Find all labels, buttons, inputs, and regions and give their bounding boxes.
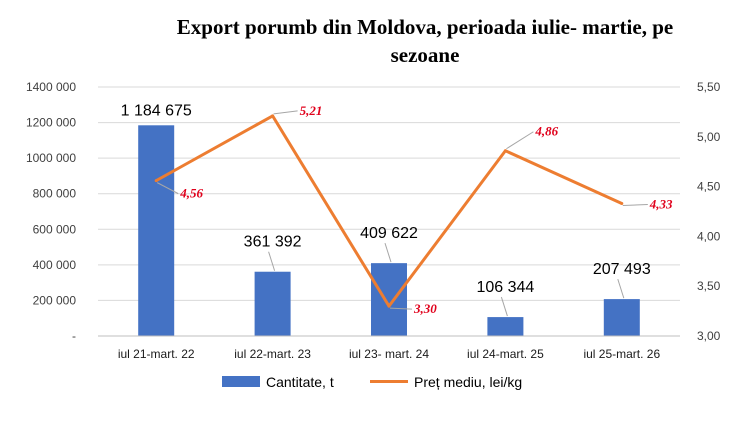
bar-data-label: 207 493	[593, 261, 651, 278]
chart-title-line-1: Export porumb din Moldova, perioada iuli…	[177, 15, 673, 39]
bar-data-label: 409 622	[360, 225, 418, 242]
x-tick-label: iul 25-mart. 26	[583, 347, 660, 361]
left-y-tick-label: 1000 000	[26, 151, 76, 165]
left-y-tick-label: 400 000	[33, 258, 77, 272]
line-label-leader	[156, 182, 179, 195]
left-y-tick-label: 1200 000	[26, 116, 76, 130]
line-data-label: 4,33	[649, 197, 673, 212]
left-y-tick-label: -	[72, 329, 76, 343]
right-y-tick-label: 3,00	[697, 329, 721, 343]
line-series	[154, 114, 624, 308]
right-y-tick-label: 3,50	[697, 279, 721, 293]
data-labels: 1 184 675 361 392 409 622 106 344 207 493 4,5…	[121, 102, 673, 317]
line-data-label: 4,86	[534, 124, 558, 139]
x-axis: iul 21-mart. 22 iul 22-mart. 23 iul 23- ma…	[98, 335, 680, 361]
left-y-tick-label: 800 000	[33, 187, 77, 201]
right-y-tick-label: 4,50	[697, 180, 721, 194]
bar	[138, 125, 175, 336]
right-y-tick-label: 4,00	[697, 229, 721, 243]
legend-label-line: Preț mediu, lei/kg	[414, 374, 522, 390]
right-y-tick-label: 5,00	[697, 130, 721, 144]
x-tick-label: iul 24-mart. 25	[467, 347, 544, 361]
x-tick-label: iul 22-mart. 23	[234, 347, 311, 361]
bar-data-label: 1 184 675	[121, 102, 192, 119]
x-tick-label: iul 23- mart. 24	[349, 347, 429, 361]
bar-data-label: 361 392	[244, 234, 302, 251]
line-data-label: 5,21	[300, 103, 323, 118]
price-point	[154, 179, 158, 183]
line-label-leader	[389, 307, 413, 310]
line-label-leader	[273, 110, 298, 115]
price-point	[387, 304, 391, 308]
bar-series	[138, 125, 640, 336]
line-data-label: 4,56	[179, 186, 203, 201]
left-y-tick-label: 600 000	[33, 222, 77, 236]
bar-label-leader	[384, 242, 392, 263]
left-y-tick-label: 1400 000	[26, 80, 76, 94]
line-label-leader	[622, 204, 648, 207]
legend-label-bar: Cantitate, t	[266, 374, 334, 390]
chart-title-line-2: sezoane	[391, 43, 460, 67]
legend: Cantitate, t Preț mediu, lei/kg	[222, 374, 522, 390]
price-point	[271, 114, 275, 118]
bar-label-leader	[500, 296, 508, 317]
bar-label-leader	[268, 251, 276, 271]
bar	[254, 271, 291, 336]
bar	[487, 317, 524, 336]
bar-label-leader	[617, 278, 625, 299]
bar	[371, 263, 407, 336]
line-data-label: 3,30	[413, 301, 437, 316]
right-y-tick-label: 5,50	[697, 80, 721, 94]
x-tick-label: iul 21-mart. 22	[118, 347, 195, 361]
right-y-axis: 3,00 3,50 4,00 4,50 5,00 5,50	[697, 80, 721, 343]
legend-swatch-bar	[222, 376, 260, 387]
line-label-leader	[506, 131, 534, 150]
bar	[603, 299, 640, 336]
left-y-axis: - 200 000 400 000 600 000 800 000 1000 000 120…	[26, 80, 76, 343]
price-point	[503, 149, 507, 153]
price-point	[620, 202, 624, 206]
left-y-tick-label: 200 000	[33, 293, 77, 307]
bar-data-label: 106 344	[476, 279, 534, 296]
